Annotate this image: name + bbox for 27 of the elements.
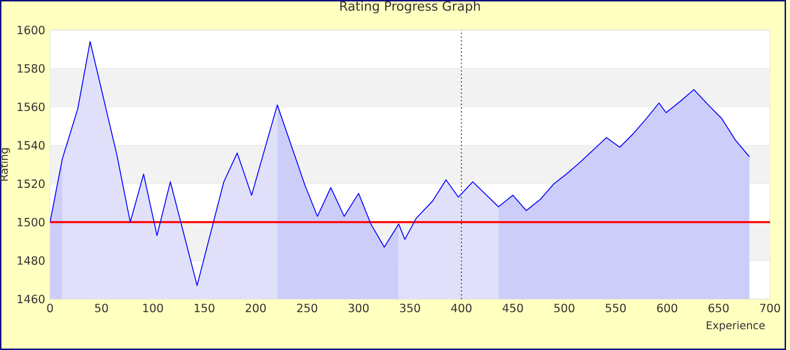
y-tick-label: 1460	[18, 294, 45, 304]
y-tick-label: 1500	[18, 218, 45, 226]
y-axis-title: Rating	[0, 148, 10, 181]
x-tick-label: 550	[606, 304, 626, 312]
x-tick-label: 700	[760, 304, 780, 312]
chart-title: Rating Progress Graph	[340, 1, 480, 14]
x-tick-label: 650	[708, 304, 729, 312]
x-tick-label: 150	[194, 304, 214, 312]
x-tick-label: 250	[297, 304, 318, 312]
x-tick-label: 350	[400, 304, 420, 312]
x-tick-label: 50	[95, 304, 108, 312]
y-tick-label: 1580	[18, 64, 45, 73]
y-tick-label: 1600	[18, 26, 45, 34]
x-tick-label: 200	[246, 304, 266, 312]
x-tick-label: 400	[451, 304, 472, 312]
x-tick-label: 600	[657, 304, 678, 312]
y-tick-label: 1560	[18, 102, 45, 112]
x-axis-title: Experience	[706, 321, 765, 332]
x-tick-label: 100	[143, 304, 163, 312]
x-tick-label: 450	[502, 304, 523, 312]
x-tick-label: 300	[348, 304, 369, 312]
line-series	[50, 41, 750, 286]
y-tick-label: 1540	[18, 140, 45, 150]
x-tick-label: 500	[554, 304, 574, 312]
y-tick-label: 1480	[18, 256, 45, 265]
x-tick-label: 0	[47, 304, 53, 312]
y-tick-label: 1520	[18, 179, 45, 188]
